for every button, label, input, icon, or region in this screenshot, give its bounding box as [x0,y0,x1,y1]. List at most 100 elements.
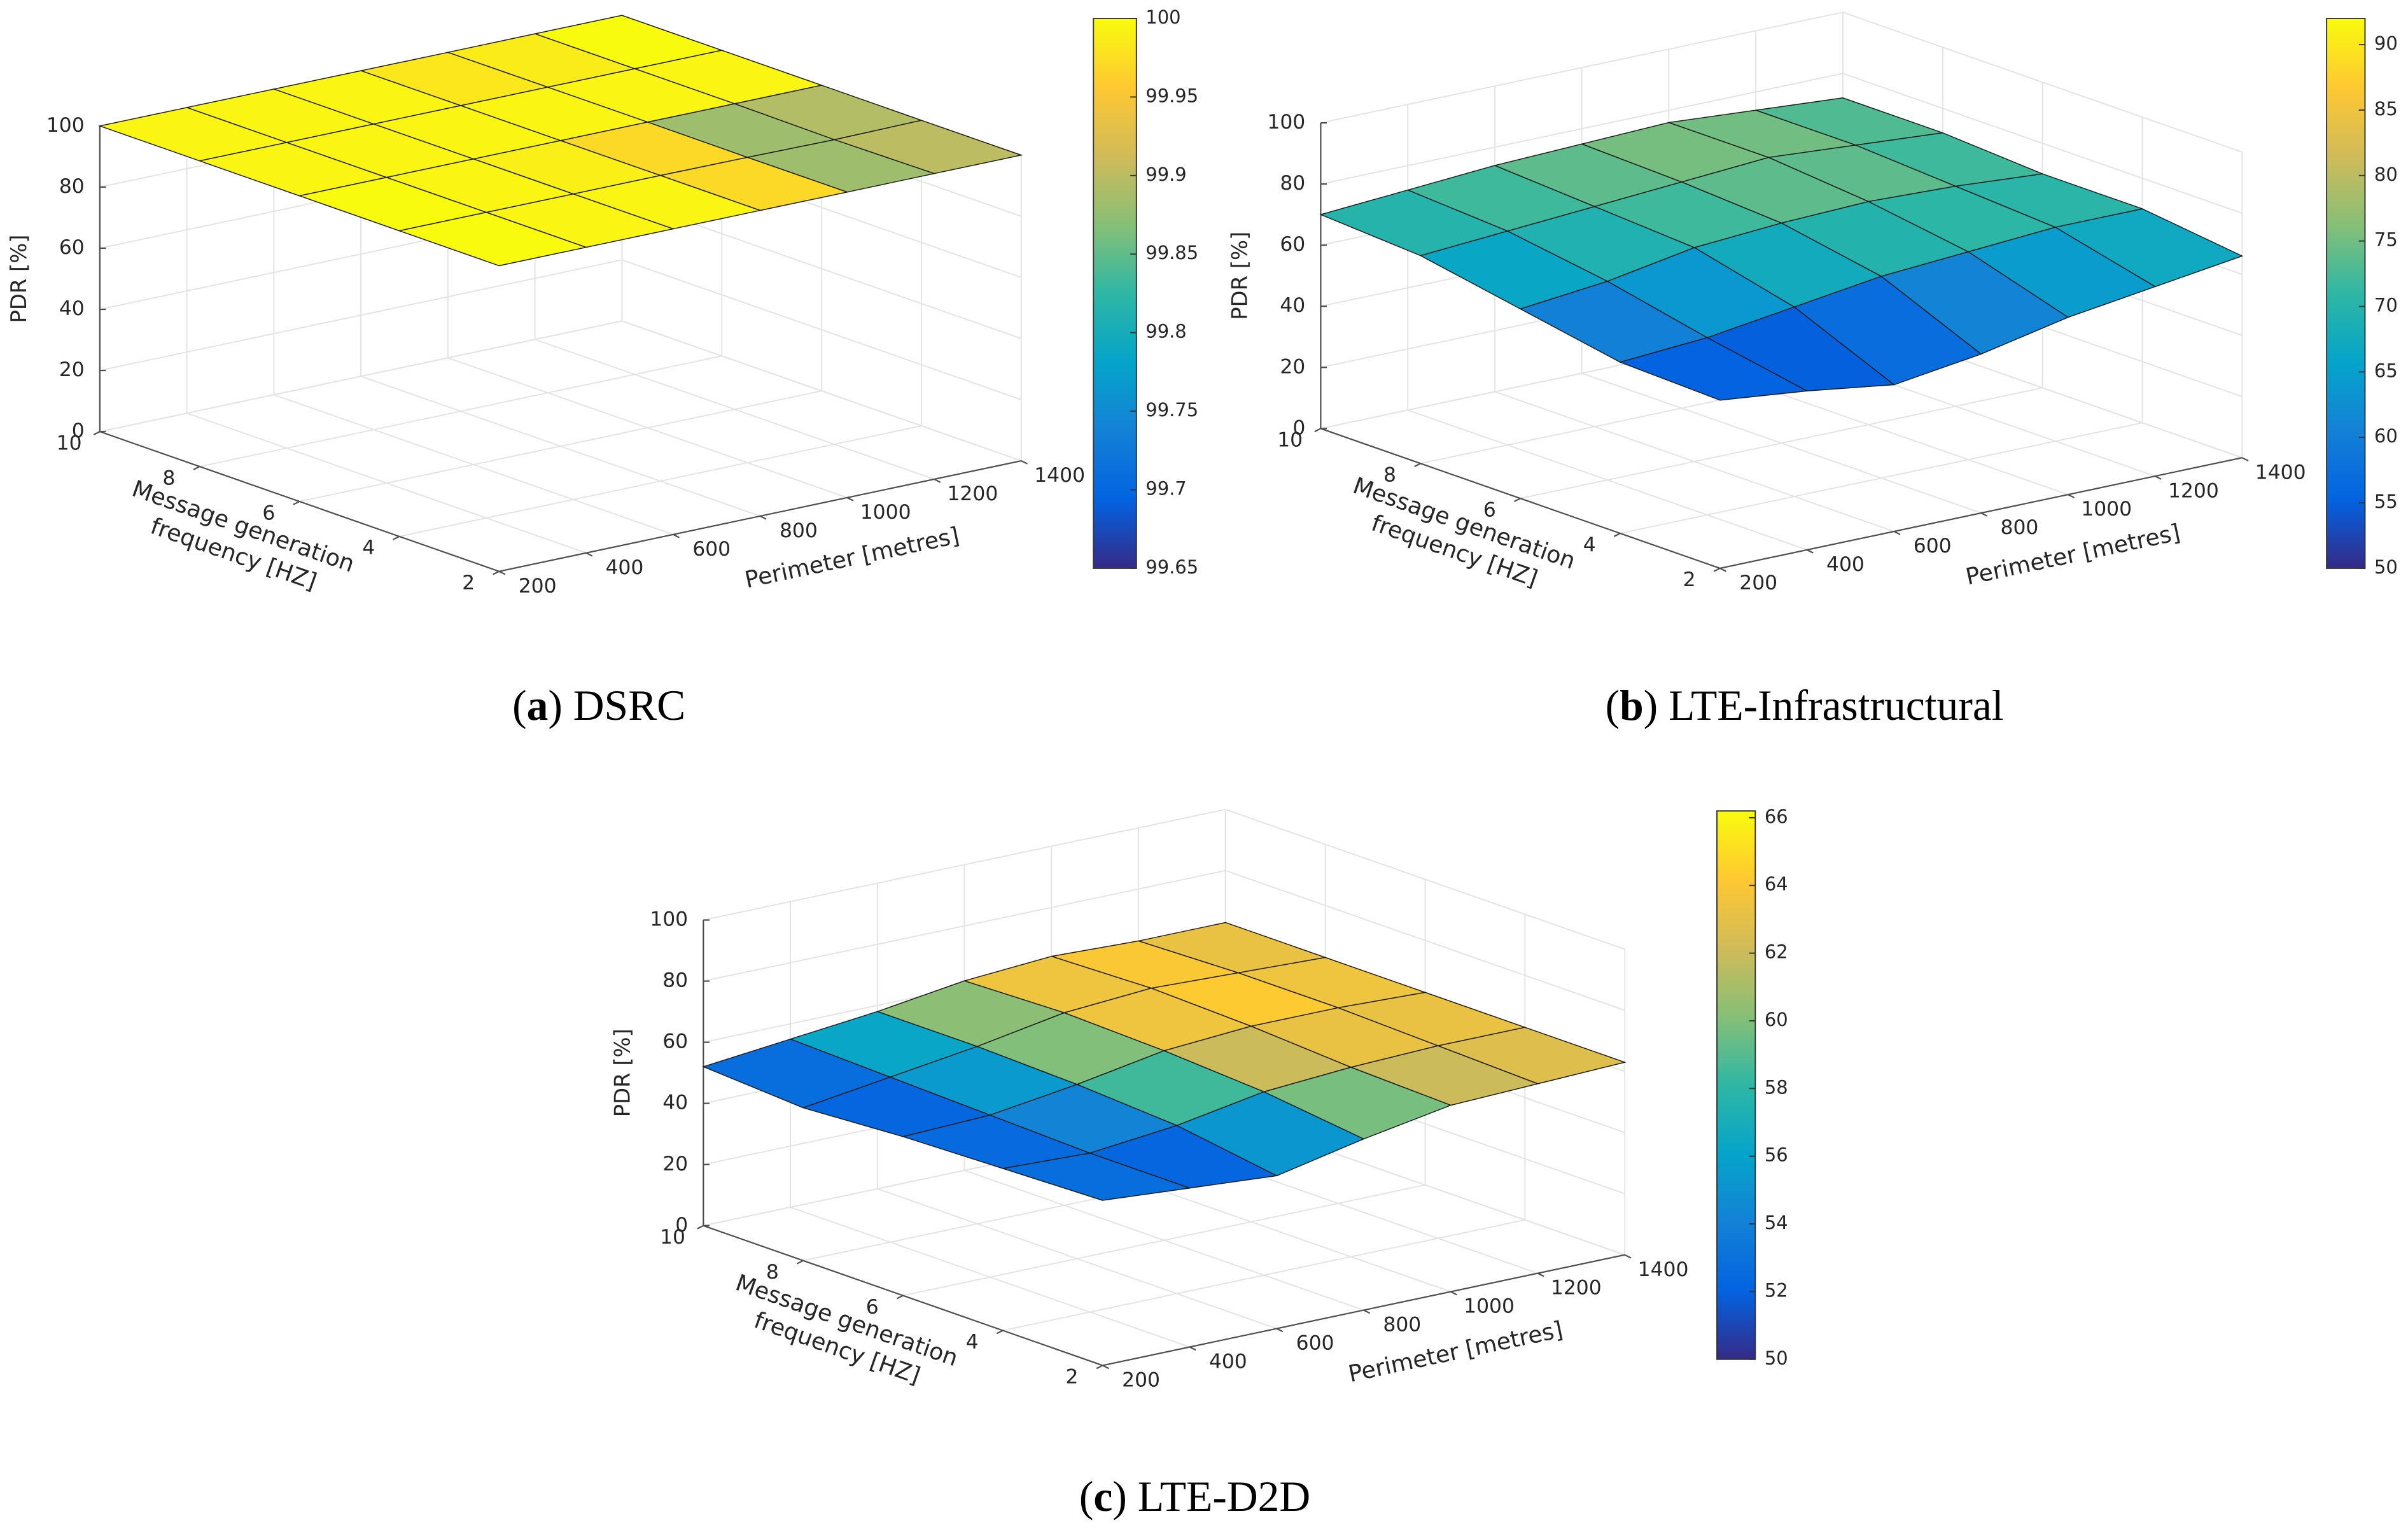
x-tick [1189,1346,1196,1351]
z-tick-label: 20 [1280,355,1305,378]
x-tick-label: 800 [2001,516,2039,539]
colorbar-tick-label: 85 [2374,98,2398,120]
y-tick [697,1225,704,1230]
y-tick-label: 10 [57,432,82,454]
x-tick [1363,1309,1371,1314]
y-tick-label: 10 [1277,429,1303,452]
x-tick [498,570,506,575]
x-tick-label: 400 [1826,553,1865,576]
z-tick-label: 40 [662,1091,688,1114]
y-tick [393,535,400,540]
grid-line [902,1184,1425,1296]
colorbar [1093,18,1137,569]
x-tick-label: 400 [605,556,643,579]
y-tick [1613,533,1621,537]
surface-plot: 0 20 40 60 80 100 2 4 6 8 10 200 400 600 800 1000 1200 14… [6,6,1198,729]
x-tick [1102,1365,1109,1370]
x-tick [1980,512,1988,517]
x-tick [2155,475,2162,480]
y-tick [1096,1365,1103,1370]
x-tick-label: 1200 [1551,1277,1602,1300]
grid-line [399,425,922,537]
x-tick [1807,549,1814,554]
colorbar [1716,810,1756,1360]
y-tick-label: 8 [766,1261,779,1284]
z-tick-label: 100 [46,114,85,137]
y-tick [996,1330,1004,1335]
z-tick-label: 80 [662,969,688,992]
x-tick-label: 1200 [2168,479,2219,502]
x-tick-label: 1400 [2255,461,2306,484]
colorbar-tick-label: 99.85 [1145,242,1198,263]
caption-part: ) LTE-Infrastructural [1644,681,2004,729]
x-tick [1537,1272,1544,1277]
x-tick [760,515,767,520]
z-axis-label: PDR [%] [610,1028,634,1117]
colorbar-tick-label: 66 [1765,806,1788,827]
y-tick-label: 2 [1065,1366,1078,1389]
colorbar-tick-label: 54 [1765,1212,1788,1233]
x-axis-label: Perimeter [metres] [1346,1316,1565,1387]
colorbar-tick-label: 64 [1765,873,1788,895]
x-tick [1624,1254,1632,1259]
grid-line [99,320,622,433]
y-tick-label: 8 [1383,464,1396,487]
z-tick-label: 20 [662,1153,688,1176]
y-tick-label: 6 [866,1296,879,1319]
y-tick [93,431,101,435]
y-tick [193,466,200,470]
axis-line [1102,1254,1625,1366]
y-tick [1414,463,1421,468]
y-tick-label: 2 [462,572,475,594]
colorbar-tick-label: 65 [2374,360,2398,381]
x-tick [673,533,680,538]
surface-plot: 0 20 40 60 80 100 2 4 6 8 10 200 400 600 800 1000 1200 14… [1227,11,2398,729]
x-axis-label: Perimeter [metres] [1963,519,2183,591]
caption-part: b [1620,681,1644,729]
grid-line [622,320,1022,461]
colorbar-tick-label: 60 [2374,425,2398,447]
surface-patch [1002,1153,1190,1201]
y-tick-label: 4 [966,1331,979,1354]
x-tick-label: 400 [1209,1351,1247,1373]
caption-part: ( [1079,1472,1094,1520]
x-tick [1276,1328,1284,1333]
x-tick-label: 200 [519,575,557,598]
z-tick-label: 60 [662,1030,688,1053]
x-tick [1719,567,1726,572]
z-axis-label: PDR [%] [1227,232,1252,320]
y-tick-label: 6 [1483,498,1496,521]
colorbar-tick-label: 55 [2374,491,2398,512]
colorbar-tick-label: 100 [1145,6,1180,28]
grid-line [99,259,622,372]
y-tick [1513,498,1521,502]
caption-part: a [527,681,549,729]
z-tick-label: 0 [675,1214,688,1237]
caption-part: ( [512,681,526,729]
grid-line [199,355,722,467]
x-tick-label: 1000 [860,501,911,524]
colorbar-tick-label: 50 [1765,1347,1788,1369]
colorbar [2326,18,2366,569]
caption: (c) LTE-D2D [1079,1472,1310,1520]
x-tick [2241,457,2249,461]
x-tick-label: 200 [1122,1369,1160,1392]
z-tick-label: 100 [1267,111,1305,134]
grid-line [1320,11,1844,124]
x-tick [1450,1291,1457,1296]
x-tick-label: 1400 [1034,464,1085,487]
caption-part: ) DSRC [548,681,685,729]
x-tick [934,478,941,483]
grid-line [1225,869,1625,1011]
y-tick [896,1295,904,1300]
colorbar-tick-label: 80 [2374,164,2398,185]
colorbar-tick-label: 90 [2374,32,2398,54]
y-tick-label: 2 [1683,568,1696,591]
y-tick [293,500,300,505]
grid-line [1620,422,2143,534]
x-tick-label: 600 [1296,1332,1334,1355]
z-axis-label: PDR [%] [6,235,31,323]
colorbar-tick-label: 99.9 [1145,164,1186,185]
